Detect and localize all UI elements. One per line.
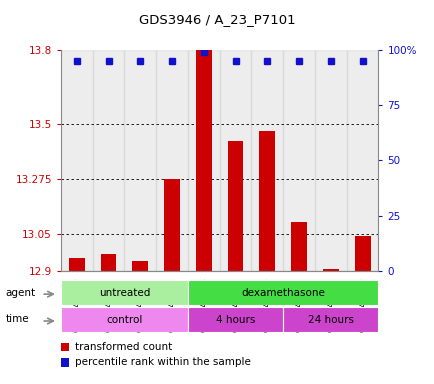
Bar [124, 50, 156, 271]
Bar [187, 50, 219, 271]
Bar [354, 237, 370, 271]
Text: 4 hours: 4 hours [215, 314, 255, 325]
Text: dexamethasone: dexamethasone [241, 288, 324, 298]
Bar [283, 50, 314, 271]
Text: GDS3946 / A_23_P7101: GDS3946 / A_23_P7101 [139, 13, 295, 26]
Bar [314, 50, 346, 271]
Text: untreated: untreated [99, 288, 150, 298]
Text: agent: agent [6, 288, 36, 298]
Bar [69, 258, 85, 271]
Bar [187, 280, 378, 305]
Bar [219, 50, 251, 271]
Bar [164, 179, 180, 271]
Text: percentile rank within the sample: percentile rank within the sample [75, 358, 250, 367]
Bar [227, 141, 243, 271]
Bar [132, 261, 148, 271]
Bar [290, 222, 306, 271]
Bar [259, 131, 275, 271]
Bar [251, 50, 283, 271]
Bar [156, 50, 187, 271]
Bar [92, 50, 124, 271]
Bar [61, 50, 92, 271]
Text: time: time [6, 314, 29, 324]
Bar [195, 50, 211, 271]
Bar [346, 50, 378, 271]
Bar [322, 270, 338, 271]
Text: transformed count: transformed count [75, 342, 172, 352]
Text: control: control [106, 314, 142, 325]
Bar [61, 307, 187, 332]
Bar [100, 253, 116, 271]
Text: 24 hours: 24 hours [307, 314, 353, 325]
Bar [187, 307, 283, 332]
Bar [61, 280, 187, 305]
Bar [283, 307, 378, 332]
